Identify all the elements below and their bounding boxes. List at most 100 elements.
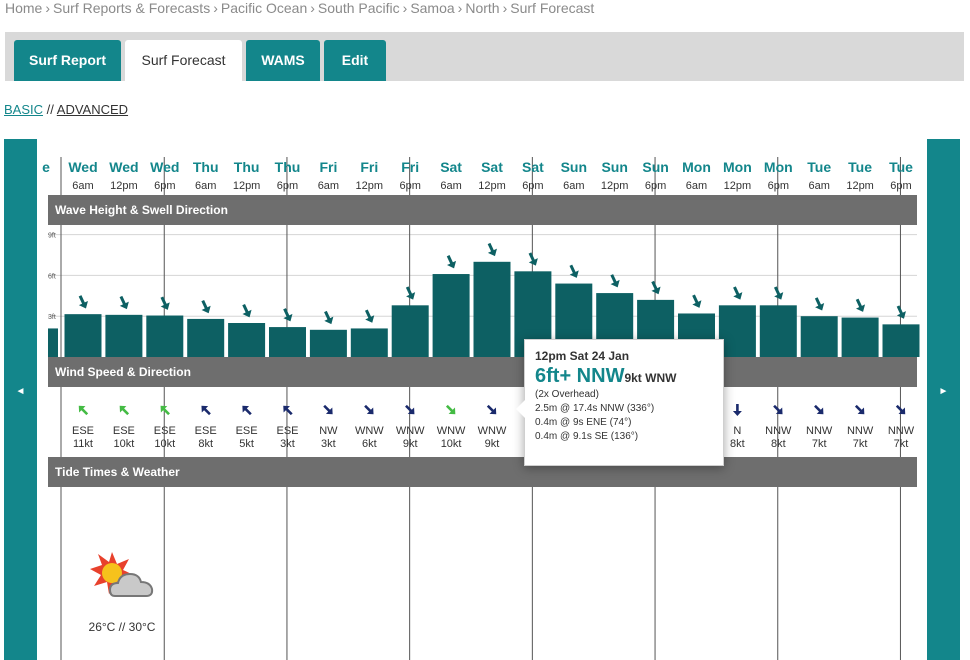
wind-speed: 7kt bbox=[893, 438, 909, 450]
day-label: Sat bbox=[440, 159, 462, 175]
time-label: 12pm bbox=[846, 180, 874, 192]
wind-speed: 3kt bbox=[280, 438, 295, 450]
tab-surf-forecast[interactable]: Surf Forecast bbox=[125, 40, 242, 81]
wind-arrow-icon bbox=[160, 405, 170, 416]
day-label: Mon bbox=[763, 159, 793, 175]
tab-bar: Surf Report Surf Forecast WAMS Edit bbox=[5, 32, 964, 81]
wind-arrow-icon bbox=[323, 404, 333, 415]
wind-speed: 8kt bbox=[770, 438, 786, 450]
breadcrumb-item[interactable]: Home bbox=[5, 0, 43, 16]
breadcrumb-item[interactable]: Surf Reports & Forecasts bbox=[53, 0, 211, 16]
wind-direction: ESE bbox=[276, 425, 299, 437]
day-label: Tue bbox=[889, 159, 913, 175]
tooltip-wind: 9kt WNW bbox=[624, 371, 677, 385]
wave-bar bbox=[759, 305, 797, 357]
breadcrumb-item[interactable]: Samoa bbox=[410, 0, 455, 16]
swell-arrow-icon bbox=[283, 308, 293, 322]
time-label: 12pm bbox=[723, 180, 752, 192]
time-label: 6pm bbox=[399, 180, 421, 192]
day-label-partial: e bbox=[42, 159, 50, 175]
breadcrumb-item[interactable]: North bbox=[465, 0, 500, 16]
wind-direction: ESE bbox=[235, 425, 258, 437]
basic-link[interactable]: BASIC bbox=[4, 102, 44, 117]
time-label: 12pm bbox=[355, 180, 384, 192]
tab-edit[interactable]: Edit bbox=[324, 40, 386, 81]
next-button[interactable]: ► bbox=[927, 139, 960, 660]
wave-axis-tick: 6ft bbox=[48, 273, 56, 280]
time-label: 6pm bbox=[890, 180, 912, 192]
day-label: Thu bbox=[274, 159, 301, 175]
wind-direction: NNW bbox=[765, 425, 792, 437]
wave-bar bbox=[800, 316, 838, 357]
tab-wams[interactable]: WAMS bbox=[246, 40, 320, 81]
advanced-link[interactable]: ADVANCED bbox=[56, 102, 129, 117]
wind-direction: ESE bbox=[194, 425, 217, 437]
wave-bar bbox=[269, 327, 306, 357]
swell-arrow-icon bbox=[896, 305, 906, 319]
wind-direction: WNW bbox=[354, 425, 384, 437]
wind-speed: 10kt bbox=[440, 438, 462, 450]
breadcrumb-separator: › bbox=[213, 0, 218, 16]
prev-button[interactable]: ◄ bbox=[4, 139, 37, 660]
tooltip-swell-1: 2.5m @ 17.4s NNW (336°) bbox=[535, 403, 655, 414]
left-arrow-icon: ◄ bbox=[15, 386, 26, 397]
swell-arrow-icon bbox=[446, 255, 457, 269]
wave-bar bbox=[718, 305, 756, 357]
wind-arrow-icon bbox=[78, 405, 89, 416]
breadcrumb-item[interactable]: South Pacific bbox=[317, 0, 400, 16]
time-label: 6pm bbox=[276, 180, 299, 192]
tooltip-height: 6ft+ NNW9kt WNW bbox=[535, 365, 713, 388]
wind-speed: 6kt bbox=[361, 438, 377, 450]
forecast-tooltip: 12pm Sat 24 Jan 6ft+ NNW9kt WNW (2x Over… bbox=[516, 339, 724, 466]
wind-arrow-icon bbox=[732, 404, 742, 416]
wind-arrow-icon bbox=[445, 404, 456, 415]
wind-arrow-icon bbox=[242, 405, 252, 416]
wave-bar bbox=[64, 314, 102, 357]
wave-bar bbox=[432, 274, 470, 357]
time-label: 6am bbox=[194, 180, 217, 192]
wind-arrow-icon bbox=[814, 404, 824, 415]
wave-bar bbox=[350, 328, 388, 357]
wind-arrow-icon bbox=[486, 404, 497, 415]
wind-direction: ESE bbox=[71, 425, 94, 437]
tooltip-swells: 2.5m @ 17.4s NNW (336°) 0.4m @ 9s ENE (7… bbox=[535, 402, 713, 444]
day-label: Sun bbox=[560, 159, 588, 175]
wind-arrow-icon bbox=[201, 405, 211, 416]
swell-arrow-icon bbox=[610, 274, 620, 288]
swell-arrow-icon bbox=[528, 252, 538, 266]
day-label: Sat bbox=[521, 159, 544, 175]
wind-speed: 9kt bbox=[402, 438, 418, 450]
wave-bar bbox=[146, 315, 184, 357]
day-label: Fri bbox=[401, 159, 420, 175]
breadcrumb-item[interactable]: Surf Forecast bbox=[510, 0, 595, 16]
wind-speed: 11kt bbox=[73, 438, 93, 450]
wave-bar bbox=[105, 314, 143, 357]
time-label: 6pm bbox=[644, 180, 667, 192]
wave-bar bbox=[473, 261, 511, 357]
wind-direction: WNW bbox=[436, 425, 466, 437]
time-label: 6am bbox=[685, 180, 708, 192]
day-label: Mon bbox=[682, 159, 711, 175]
wind-direction: WNW bbox=[395, 425, 425, 437]
tab-surf-report[interactable]: Surf Report bbox=[14, 40, 121, 81]
breadcrumb-separator: › bbox=[45, 0, 51, 16]
wind-arrow-icon bbox=[854, 404, 865, 415]
right-arrow-icon: ► bbox=[938, 386, 949, 397]
swell-arrow-icon bbox=[692, 294, 702, 308]
wind-arrow-icon bbox=[283, 405, 293, 416]
day-label: Thu bbox=[192, 159, 219, 175]
wind-speed: 10kt bbox=[154, 438, 176, 450]
day-label: Tue bbox=[807, 159, 832, 175]
wind-arrow-icon bbox=[773, 404, 783, 415]
tooltip-swell-2: 0.4m @ 9s ENE (74°) bbox=[535, 417, 632, 428]
tooltip-overhead: (2x Overhead) bbox=[535, 389, 599, 400]
breadcrumb-item[interactable]: Pacific Ocean bbox=[220, 0, 308, 16]
swell-arrow-icon bbox=[569, 264, 579, 278]
time-label: 12pm bbox=[600, 180, 629, 192]
wind-speed: 7kt bbox=[852, 438, 868, 450]
wave-bar bbox=[187, 318, 225, 357]
wind-arrow-icon bbox=[405, 404, 415, 415]
swell-arrow-icon bbox=[855, 298, 866, 312]
swell-arrow-icon bbox=[487, 242, 497, 257]
